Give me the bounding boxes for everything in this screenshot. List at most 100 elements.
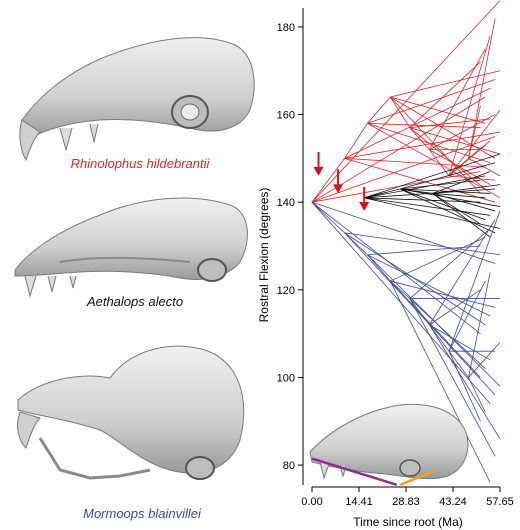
tip-line xyxy=(311,136,496,203)
tip-line xyxy=(390,96,496,159)
tip-line xyxy=(367,122,501,199)
tip-line xyxy=(409,298,496,457)
species-label-rhinolophus: Rhinolophus hildebrantii xyxy=(71,156,211,171)
tip-line xyxy=(448,210,501,352)
tip-line xyxy=(409,61,481,128)
tip-line xyxy=(448,350,481,422)
tip-line xyxy=(399,162,496,190)
tip-line xyxy=(468,272,491,378)
chart-axes: 80 100 120 140 160 180 0.00 14.41 28.83 43.24 57.6… xyxy=(277,8,514,508)
tip-line xyxy=(311,201,481,334)
inset-skull-illustration xyxy=(309,403,469,480)
tip-line xyxy=(409,228,491,299)
tip-line xyxy=(409,127,501,155)
inset-angle-lines xyxy=(311,457,434,487)
tip-line xyxy=(344,157,496,203)
tip-line xyxy=(468,18,496,159)
branch-line xyxy=(409,127,430,150)
x-tick-label: 28.83 xyxy=(392,496,420,508)
tip-line xyxy=(344,131,501,159)
tip-line xyxy=(344,232,496,396)
tip-line xyxy=(364,175,486,199)
tip-line xyxy=(364,188,496,199)
tip-line xyxy=(448,109,501,177)
tip-line xyxy=(429,289,481,326)
arrow-head xyxy=(313,166,324,176)
branch-line xyxy=(367,254,391,282)
tip-line xyxy=(311,171,481,203)
phenogram-chart: 80 100 120 140 160 180 0.00 14.41 28.83 43.24 57.6… xyxy=(257,0,514,529)
tip-line xyxy=(390,96,486,124)
tip-line xyxy=(367,122,481,129)
x-tick-label: 14.41 xyxy=(345,496,373,508)
tip-line xyxy=(367,79,496,124)
tip-line xyxy=(367,245,481,256)
y-tick-label: 100 xyxy=(277,372,295,384)
tip-line xyxy=(429,324,491,361)
tip-line xyxy=(432,184,501,194)
chart-lines xyxy=(311,0,501,483)
arrows-group xyxy=(313,151,370,211)
skull-rhinolophus xyxy=(19,37,255,162)
tip-line xyxy=(390,70,501,98)
branch-line xyxy=(311,158,345,203)
tip-line xyxy=(344,157,486,168)
branch-line xyxy=(429,324,450,352)
species-label-aethalops: Aethalops alecto xyxy=(86,294,183,309)
tip-line xyxy=(367,254,501,387)
tip-line xyxy=(432,193,481,225)
tip-line xyxy=(311,201,496,264)
branch-line xyxy=(367,96,391,124)
tip-line xyxy=(448,144,486,177)
species-label-mormoops: Mormoops blainvillei xyxy=(83,506,202,521)
y-axis-title: Rostral Flexion (degrees) xyxy=(257,188,271,323)
tip-line xyxy=(367,254,491,317)
tip-line xyxy=(432,193,486,199)
tip-line xyxy=(389,96,481,194)
tip-line xyxy=(344,87,491,159)
y-tick-label: 120 xyxy=(277,285,295,297)
tip-line xyxy=(364,153,501,199)
tip-line xyxy=(468,377,486,413)
tip-line xyxy=(400,179,481,190)
tip-line xyxy=(400,188,491,194)
branch-line xyxy=(429,149,450,177)
tip-line xyxy=(432,193,491,238)
y-tick-label: 180 xyxy=(277,22,295,34)
tip-line xyxy=(399,188,501,207)
arrow-head xyxy=(333,184,344,194)
inset-line xyxy=(399,470,434,486)
x-tick-label: 43.24 xyxy=(439,496,467,508)
x-tick-label: 0.00 xyxy=(301,496,322,508)
tip-line xyxy=(344,232,486,326)
branch-line xyxy=(448,350,469,378)
tip-line xyxy=(429,114,496,150)
tip-line xyxy=(399,188,496,234)
tip-line xyxy=(448,35,491,177)
tip-line xyxy=(364,197,491,216)
branch-line xyxy=(311,201,345,234)
y-tick-label: 140 xyxy=(277,197,295,209)
tip-line xyxy=(429,219,496,326)
x-tick-label: 57.65 xyxy=(486,496,514,508)
tip-line xyxy=(399,188,486,221)
branch-line xyxy=(344,123,368,159)
tip-line xyxy=(389,280,481,378)
tip-line xyxy=(409,298,486,369)
tip-line xyxy=(429,324,501,440)
tip-line xyxy=(432,193,496,212)
skull-aethalops xyxy=(14,197,248,298)
tip-line xyxy=(344,232,501,256)
inset-line xyxy=(311,457,398,487)
skull-mormoops xyxy=(17,345,245,480)
tip-line xyxy=(468,158,501,177)
y-tick-label: 160 xyxy=(277,110,295,122)
tip-line xyxy=(390,280,496,308)
tip-line xyxy=(364,197,501,229)
x-axis-title: Time since root (Ma) xyxy=(353,515,463,529)
tip-line xyxy=(409,118,491,129)
arrow-head xyxy=(359,201,370,211)
y-tick-label: 80 xyxy=(283,460,295,472)
tip-line xyxy=(389,280,491,483)
